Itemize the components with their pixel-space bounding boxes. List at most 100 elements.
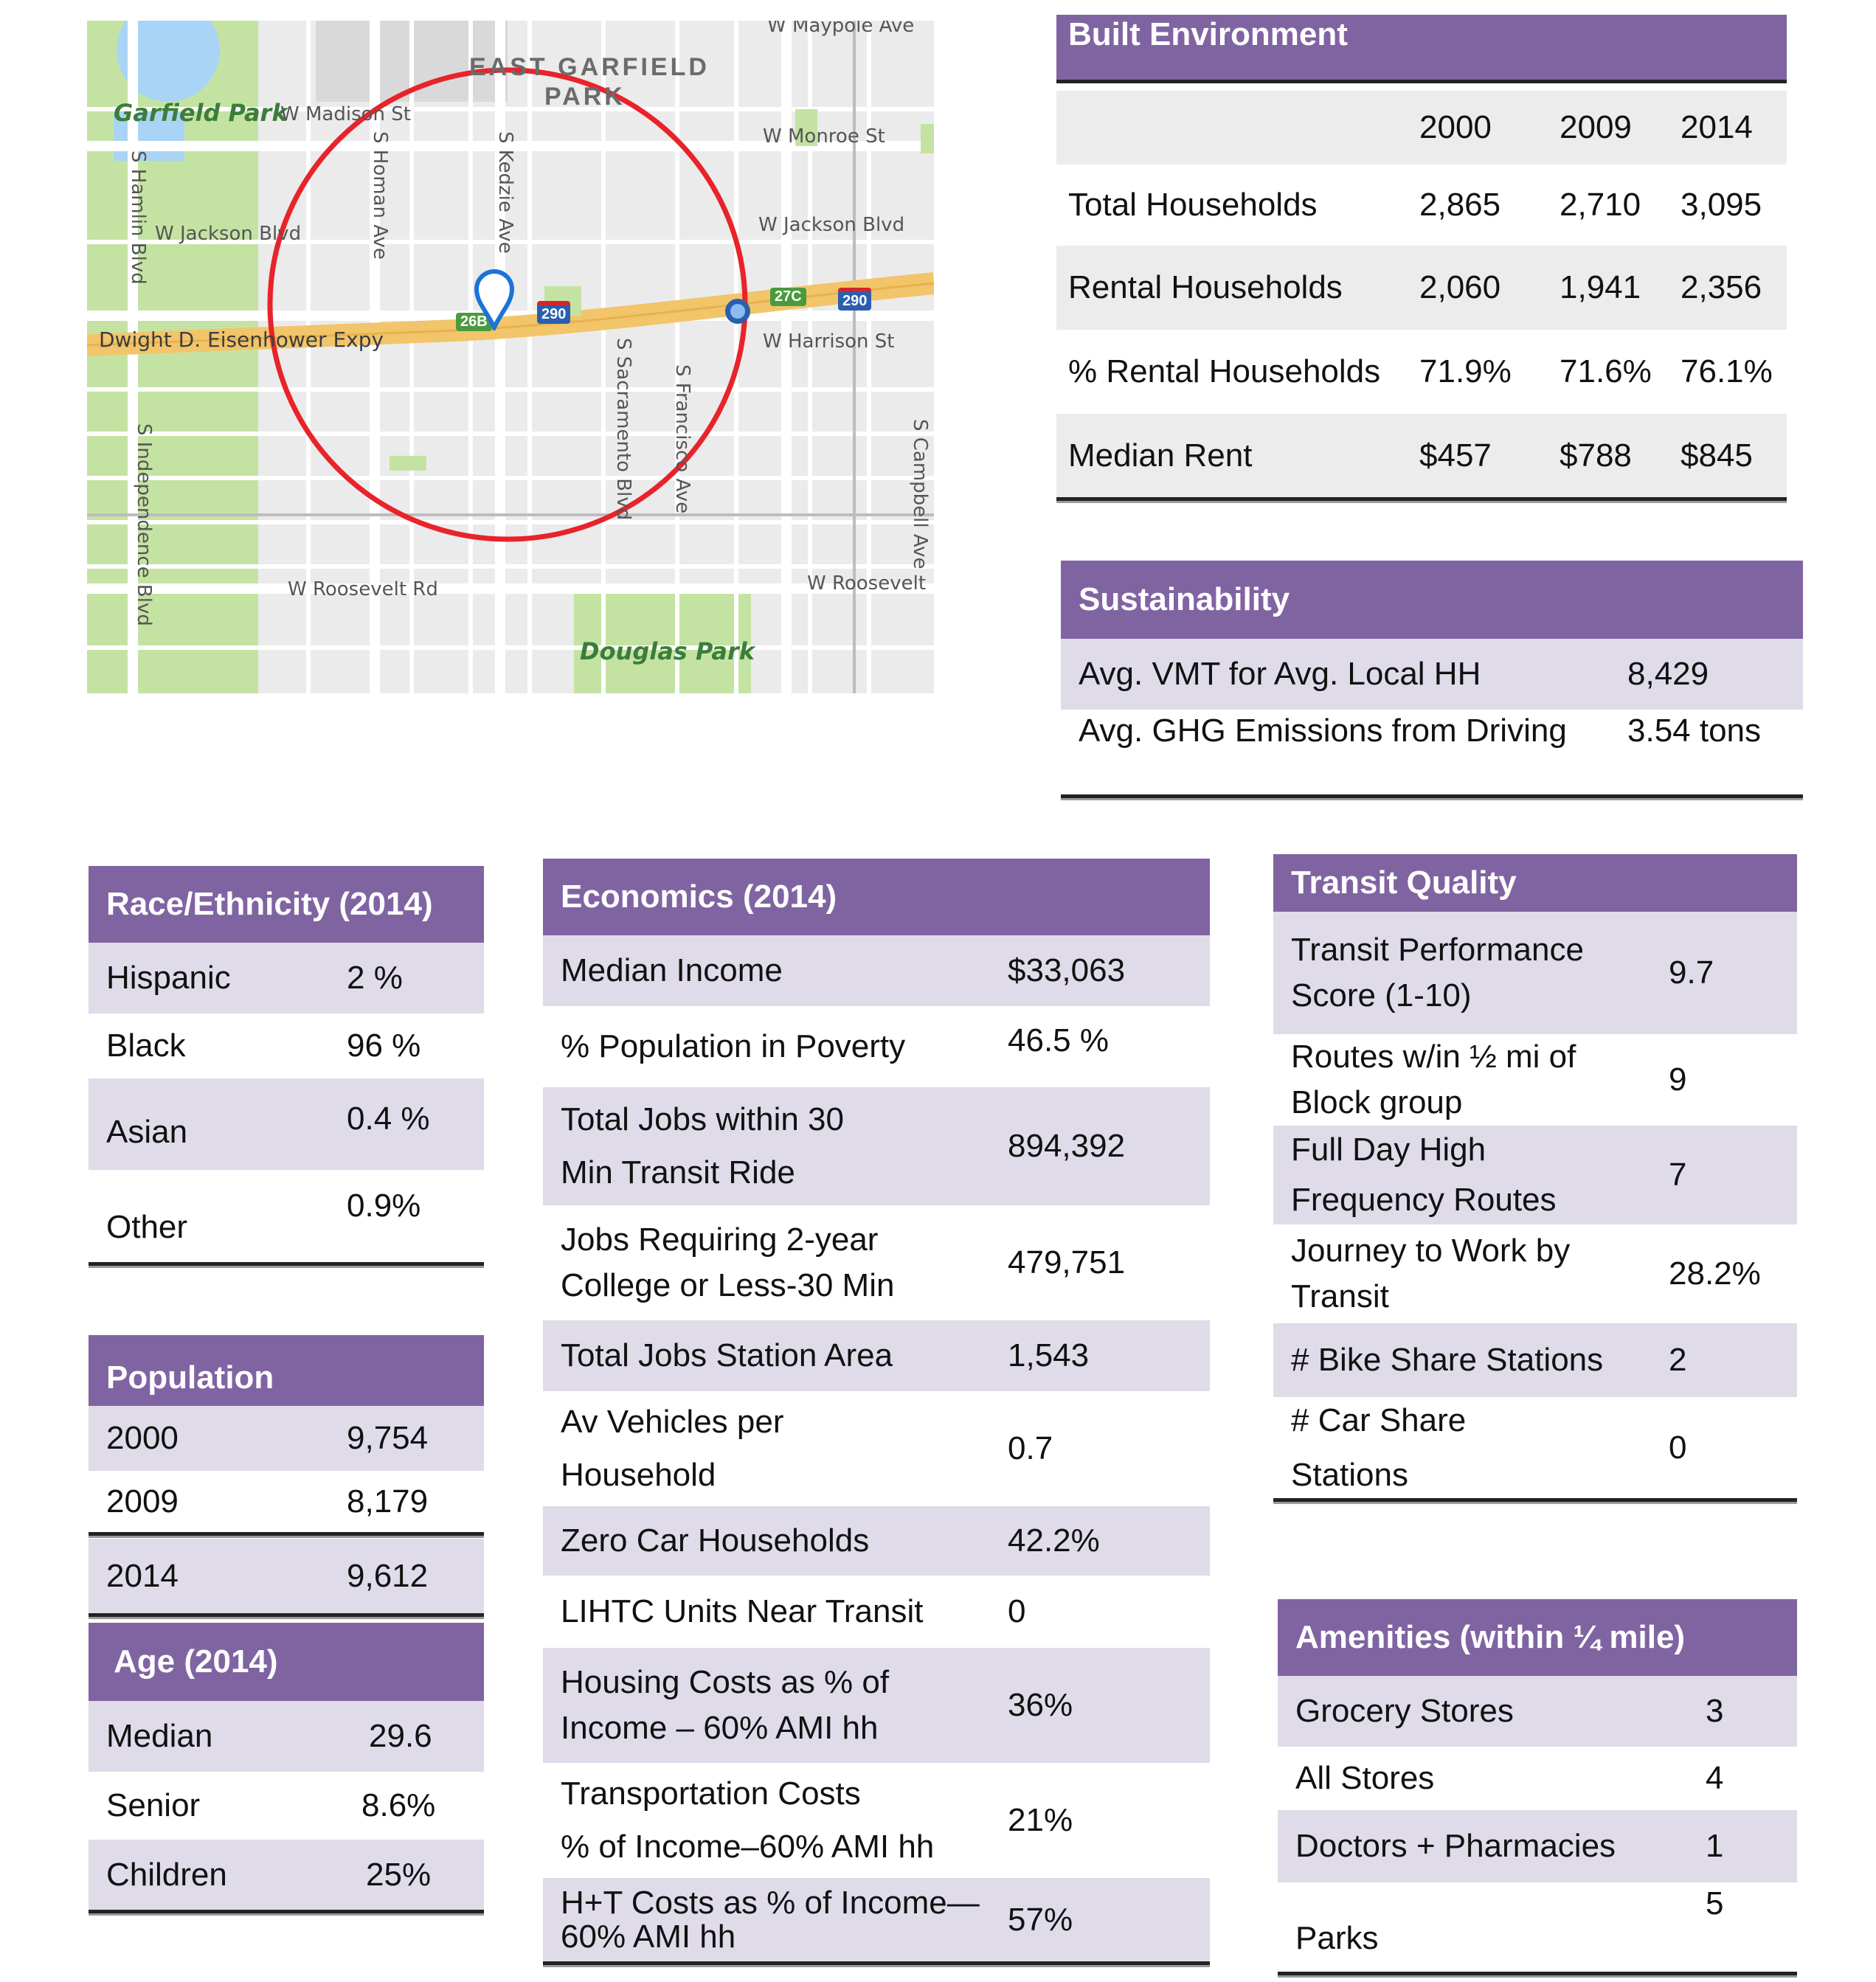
table-row: Total Jobs within 30 Min Transit Ride 894… [543, 1087, 1210, 1205]
row-label: Parks [1295, 1919, 1379, 1956]
row-value: 8,429 [1627, 656, 1709, 692]
row-label: 2009 [106, 1483, 179, 1520]
row-label-line2: Score (1-10) [1291, 977, 1472, 1013]
map-label-w-maypole: W Maypole Ave [767, 21, 915, 37]
row-value: 0.4 % [347, 1101, 430, 1137]
row-label: Median Income [561, 952, 783, 988]
row-value: 894,392 [1008, 1128, 1126, 1164]
row-label: Transit Performance [1291, 932, 1584, 968]
table-row: # Bike Share Stations 2 [1273, 1323, 1797, 1397]
row-value: 96 % [347, 1028, 421, 1064]
map-label-s-hamlin: S Hamlin Blvd [127, 150, 149, 285]
row-label-line2: Stations [1291, 1456, 1408, 1493]
row-label: Zero Car Households [561, 1522, 870, 1559]
row-value: 0.7 [1008, 1430, 1053, 1466]
row-value: 4 [1706, 1760, 1724, 1796]
table-row: Parks 5 [1278, 1882, 1797, 1975]
row-value: 57% [1008, 1901, 1073, 1938]
age-title: Age (2014) [89, 1623, 484, 1701]
map-label-w-roosevelt-right: W Roosevelt [807, 572, 927, 595]
row-value: 2 [1669, 1342, 1687, 1378]
row-label: 2000 [106, 1420, 179, 1456]
built-environment-table: Built Environment 2000 2009 2014 Total H… [1056, 15, 1787, 501]
row-value: 0.9% [347, 1188, 421, 1224]
table-row: 2014 9,612 [89, 1539, 484, 1617]
row-value: 3 [1706, 1693, 1724, 1729]
row-label-line2: 60% AMI hh [561, 1918, 736, 1955]
table-row: Transportation Costs % of Income–60% AMI … [543, 1763, 1210, 1878]
row-label-line2: Transit [1291, 1278, 1389, 1314]
row-value: 36% [1008, 1687, 1073, 1723]
sustainability-table: Sustainability Avg. VMT for Avg. Local H… [1061, 561, 1803, 798]
row-label: # Bike Share Stations [1291, 1342, 1604, 1378]
table-row: All Stores 4 [1278, 1747, 1797, 1810]
row-value: 2,865 [1419, 187, 1501, 223]
table-row: Av Vehicles per Household 0.7 [543, 1391, 1210, 1506]
transit-station-icon[interactable] [723, 297, 752, 326]
row-value: 2 % [347, 960, 403, 996]
row-label-line2: % of Income–60% AMI hh [561, 1829, 935, 1865]
amenities-table: Amenities (within ¼ mile) Grocery Stores… [1278, 1599, 1797, 1975]
table-row: Median 29.6 [89, 1701, 484, 1772]
row-label: Total Jobs within 30 [561, 1101, 844, 1137]
row-value: 0 [1008, 1593, 1026, 1629]
economics-table: Economics (2014) Median Income $33,063 %… [543, 859, 1210, 1965]
row-value: 2,710 [1560, 187, 1641, 223]
row-value: 1,941 [1560, 269, 1641, 305]
row-value: $33,063 [1008, 952, 1126, 988]
table-row: Rental Households 2,060 1,941 2,356 [1056, 246, 1787, 330]
interstate-shield-icon-2: 290 [838, 288, 872, 311]
row-label: Transportation Costs [561, 1775, 861, 1812]
table-row: Children 25% [89, 1840, 484, 1913]
table-row: % Population in Poverty 46.5 % [543, 1006, 1210, 1087]
table-row: Total Households 2,865 2,710 3,095 [1056, 164, 1787, 246]
row-value: 28.2% [1669, 1255, 1761, 1292]
map-label-s-campbell: S Campbell Ave [909, 419, 931, 569]
row-value: 3,095 [1681, 187, 1762, 223]
row-label: Senior [106, 1787, 201, 1823]
table-row: Housing Costs as % of Income – 60% AMI hh… [543, 1648, 1210, 1763]
population-table: Population 2000 9,754 2009 8,179 2014 9,… [89, 1335, 484, 1617]
row-value: 42.2% [1008, 1522, 1100, 1559]
row-value: 25% [366, 1856, 432, 1893]
row-label: Black [106, 1028, 186, 1064]
row-label: Asian [106, 1114, 188, 1150]
table-row: Routes w/in ½ mi of Block group 9 [1273, 1034, 1797, 1126]
table-row: Total Jobs Station Area 1,543 [543, 1320, 1210, 1391]
row-label: H+T Costs as % of Income— [561, 1884, 980, 1921]
row-label: Total Households [1068, 187, 1318, 223]
race-title: Race/Ethnicity (2014) [89, 866, 484, 943]
row-label-line2: College or Less-30 Min [561, 1267, 895, 1303]
row-label: Routes w/in ½ mi of [1291, 1039, 1576, 1075]
row-value: 9.7 [1669, 954, 1714, 991]
map-label-s-sacramento: S Sacramento Blvd [612, 338, 634, 521]
table-row: Hispanic 2 % [89, 943, 484, 1013]
map-label-w-roosevelt-left: W Roosevelt Rd [288, 578, 438, 600]
map-label-w-jackson-right: W Jackson Blvd [758, 214, 905, 236]
row-value: 9,612 [347, 1557, 429, 1594]
map-label-douglas-park: Douglas Park [580, 637, 755, 665]
table-row: Other 0.9% [89, 1170, 484, 1266]
economics-title: Economics (2014) [543, 859, 1210, 935]
table-row: Avg. VMT for Avg. Local HH 8,429 [1061, 639, 1803, 710]
row-value: 9,754 [347, 1420, 429, 1456]
sustainability-title: Sustainability [1061, 561, 1803, 639]
row-label-line2: Household [561, 1457, 716, 1493]
table-row: 2000 9,754 [89, 1406, 484, 1471]
row-value: 479,751 [1008, 1244, 1126, 1281]
race-ethnicity-table: Race/Ethnicity (2014) Hispanic 2 % Black… [89, 866, 484, 1266]
map-label-s-kedzie: S Kedzie Ave [494, 131, 516, 254]
station-area-map[interactable]: EAST GARFIELD PARK Garfield Park Douglas… [87, 21, 934, 693]
map-label-w-madison: W Madison St [280, 103, 411, 125]
map-label-s-homan: S Homan Ave [369, 131, 391, 260]
table-row: Black 96 % [89, 1013, 484, 1078]
row-label: Grocery Stores [1295, 1693, 1514, 1729]
exit-27c-shield: 27C [770, 288, 806, 306]
row-value: 3.54 tons [1627, 713, 1762, 749]
row-value: $457 [1419, 437, 1492, 474]
table-row: Full Day High Frequency Routes 7 [1273, 1126, 1797, 1224]
table-row: Asian 0.4 % [89, 1078, 484, 1170]
row-value: 1 [1706, 1828, 1724, 1864]
table-row: # Car Share Stations 0 [1273, 1397, 1797, 1502]
location-pin-icon[interactable] [474, 268, 515, 330]
